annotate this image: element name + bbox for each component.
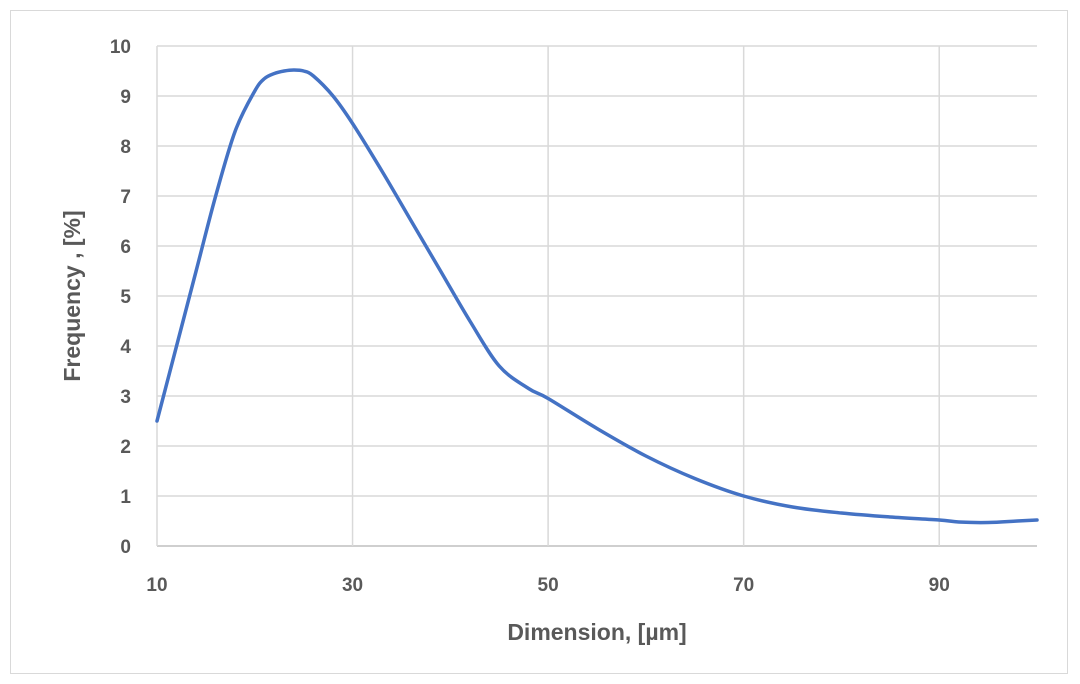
- y-axis-label: Frequency , [%]: [59, 210, 85, 381]
- x-tick-50: 50: [538, 575, 559, 596]
- x-tick-90: 90: [929, 575, 950, 596]
- series-layer: [155, 68, 1039, 525]
- x-tick-labels: 10 30 50 70 90: [146, 575, 949, 596]
- y-tick-9: 9: [120, 87, 131, 108]
- y-tick-10: 10: [110, 37, 131, 58]
- chart-frame: [10, 10, 1068, 674]
- y-tick-5: 5: [120, 287, 131, 308]
- y-tick-3: 3: [120, 387, 131, 408]
- y-tick-8: 8: [120, 137, 131, 158]
- y-tick-6: 6: [120, 237, 131, 258]
- x-tick-70: 70: [733, 575, 754, 596]
- y-tick-labels: 0 1 2 3 4 5 6 7 8 9 10: [110, 37, 132, 558]
- x-tick-30: 30: [342, 575, 363, 596]
- series-line-0: [155, 68, 1039, 525]
- y-tick-1: 1: [120, 487, 131, 508]
- y-tick-4: 4: [120, 337, 131, 358]
- y-tick-0: 0: [120, 537, 131, 558]
- y-tick-7: 7: [120, 187, 131, 208]
- grid: [156, 45, 1037, 547]
- x-tick-10: 10: [146, 575, 167, 596]
- y-tick-2: 2: [120, 437, 131, 458]
- x-axis-label: Dimension, [µm]: [507, 619, 686, 645]
